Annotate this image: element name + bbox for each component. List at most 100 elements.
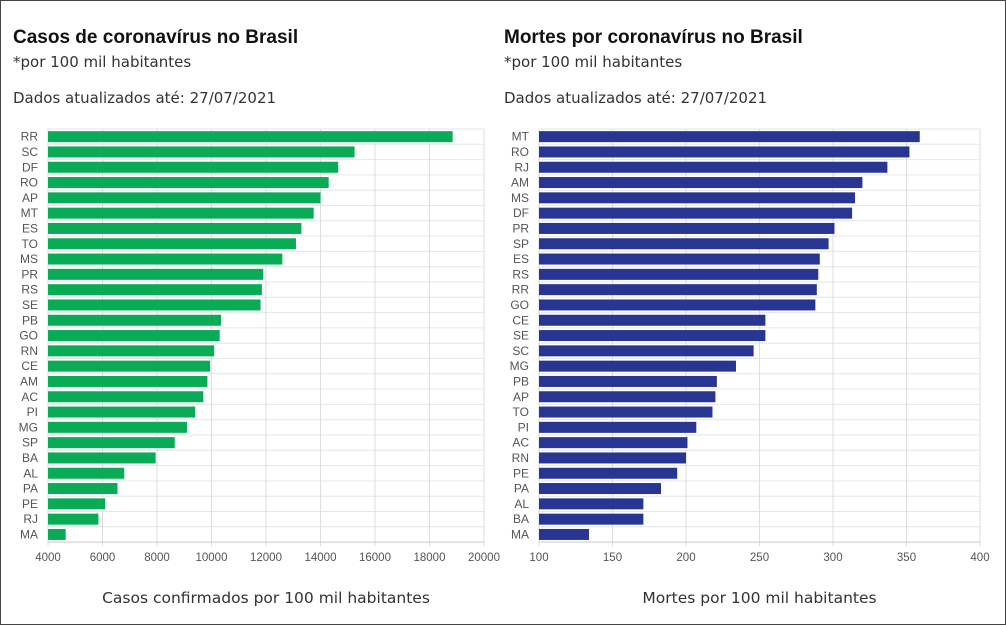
cases-category-label: SE: [22, 298, 38, 312]
cases-bar-se: [48, 299, 261, 311]
deaths-category-label: MA: [511, 527, 529, 541]
deaths-category-label: RS: [512, 267, 529, 281]
cases-bar-pi: [48, 406, 196, 418]
cases-bar-ce: [48, 360, 211, 372]
deaths-category-label: RO: [511, 145, 529, 159]
cases-category-label: SP: [22, 436, 38, 450]
cases-bar-ms: [48, 253, 283, 265]
deaths-category-label: GO: [510, 298, 529, 312]
cases-category-label: TO: [22, 237, 38, 251]
cases-category-label: AM: [20, 374, 38, 388]
deaths-bar-se: [539, 330, 766, 342]
deaths-bar-ro: [539, 146, 910, 158]
deaths-category-label: AL: [514, 497, 529, 511]
cases-x-tick-label: 10000: [196, 552, 228, 564]
cases-category-label: PE: [22, 497, 38, 511]
deaths-category-label: BA: [513, 512, 529, 526]
deaths-x-tick-label: 400: [970, 552, 989, 564]
deaths-category-label: TO: [513, 405, 529, 419]
cases-bar-al: [48, 467, 125, 479]
cases-bar-am: [48, 375, 208, 387]
cases-category-label: MA: [20, 527, 38, 541]
deaths-bar-pe: [539, 467, 678, 479]
cases-category-label: RJ: [23, 512, 38, 526]
deaths-category-label: CE: [512, 313, 529, 327]
deaths-bar-rj: [539, 161, 888, 173]
cases-category-label: SC: [21, 145, 38, 159]
cases-x-tick-label: 8000: [144, 552, 170, 564]
deaths-x-tick-label: 200: [676, 552, 695, 564]
cases-bar-ba: [48, 452, 156, 464]
deaths-chart-updated-date: Dados atualizados até: 27/07/2021: [504, 89, 768, 107]
deaths-category-label: MG: [510, 359, 529, 373]
deaths-category-label: PE: [513, 466, 529, 480]
deaths-category-label: PI: [518, 420, 529, 434]
cases-category-label: AP: [22, 191, 38, 205]
cases-bar-pa: [48, 483, 118, 495]
deaths-bar-mg: [539, 360, 736, 372]
deaths-category-label: SP: [513, 237, 529, 251]
cases-category-label: RN: [21, 344, 38, 358]
deaths-bar-al: [539, 498, 644, 510]
deaths-x-tick-label: 300: [823, 552, 842, 564]
deaths-category-label: PB: [513, 374, 529, 388]
deaths-bar-go: [539, 299, 816, 311]
deaths-bar-sc: [539, 345, 754, 357]
cases-bar-rj: [48, 513, 99, 525]
cases-category-label: RR: [21, 130, 39, 144]
deaths-bar-rr: [539, 284, 817, 296]
cases-bar-sc: [48, 146, 355, 158]
deaths-chart-subtitle: *por 100 mil habitantes: [504, 53, 683, 71]
deaths-bar-pi: [539, 421, 697, 433]
deaths-bar-pa: [539, 483, 662, 495]
cases-category-label: AL: [23, 466, 38, 480]
cases-category-label: RS: [21, 283, 38, 297]
deaths-category-label: AP: [513, 390, 529, 404]
cases-x-tick-label: 20000: [468, 552, 500, 564]
cases-bar-pe: [48, 498, 106, 510]
deaths-bar-am: [539, 177, 863, 189]
cases-bar-go: [48, 330, 220, 342]
deaths-x-tick-label: 350: [897, 552, 916, 564]
cases-bar-ro: [48, 177, 329, 189]
cases-bar-mt: [48, 207, 314, 219]
deaths-bar-chart: 100 150 200 250 300 350 400MTRORJAMMSDFPRSPESR…: [510, 128, 990, 564]
cases-category-label: ES: [22, 221, 38, 235]
deaths-x-tick-label: 100: [529, 552, 548, 564]
deaths-bar-ba: [539, 513, 644, 525]
cases-bar-ma: [48, 528, 66, 540]
cases-category-label: PB: [22, 313, 38, 327]
deaths-bar-rn: [539, 452, 686, 464]
deaths-category-label: RR: [512, 283, 530, 297]
cases-bar-sp: [48, 437, 175, 449]
deaths-category-label: RJ: [514, 160, 529, 174]
deaths-bar-sp: [539, 238, 829, 250]
cases-x-axis-label: Casos confirmados por 100 mil habitantes: [102, 589, 430, 607]
cases-x-tick-label: 18000: [414, 552, 446, 564]
deaths-category-label: PR: [512, 221, 529, 235]
cases-bar-ac: [48, 391, 204, 403]
deaths-x-tick-label: 150: [603, 552, 622, 564]
cases-bar-pb: [48, 314, 222, 326]
cases-bar-pr: [48, 268, 264, 280]
deaths-bar-rs: [539, 268, 819, 280]
cases-chart-updated-date: Dados atualizados até: 27/07/2021: [13, 89, 277, 107]
deaths-category-label: DF: [513, 206, 529, 220]
cases-bar-df: [48, 161, 339, 173]
deaths-bar-to: [539, 406, 713, 418]
deaths-bar-ma: [539, 528, 589, 540]
deaths-category-label: ES: [513, 252, 529, 266]
deaths-bar-ap: [539, 391, 716, 403]
cases-category-label: DF: [22, 160, 38, 174]
cases-category-label: AC: [21, 390, 38, 404]
cases-category-label: MS: [20, 252, 38, 266]
deaths-category-label: AM: [511, 176, 529, 190]
cases-category-label: PI: [27, 405, 38, 419]
cases-category-label: GO: [19, 329, 38, 343]
cases-bar-rn: [48, 345, 215, 357]
cases-bar-rs: [48, 284, 262, 296]
deaths-bar-mt: [539, 131, 920, 143]
cases-category-label: PA: [23, 482, 38, 496]
cases-panel: Casos de coronavírus no Brasil *por 100 …: [0, 0, 500, 625]
deaths-x-axis-label: Mortes por 100 mil habitantes: [642, 589, 877, 607]
